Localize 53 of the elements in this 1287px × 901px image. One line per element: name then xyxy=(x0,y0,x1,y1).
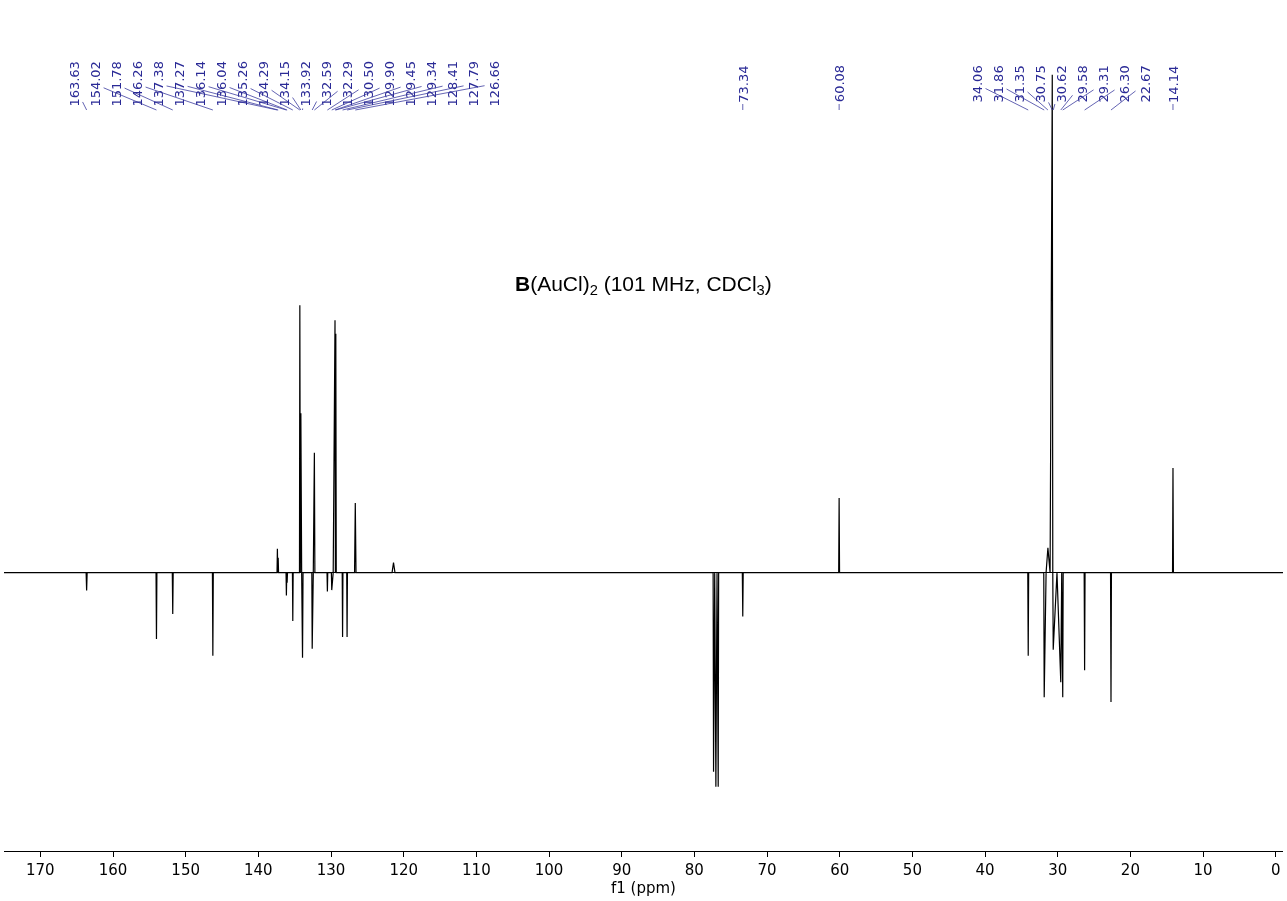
annotation: 34.06 xyxy=(969,65,985,103)
x-tick-label: 20 xyxy=(1120,861,1140,879)
text: B(AuCl)$_{2}$ (101 MHz, CDCl$_{3}$) xyxy=(515,272,772,299)
x-tick-label: 80 xyxy=(684,861,704,879)
annotation: 130.50 xyxy=(360,61,376,107)
annotation: 30.62 xyxy=(1053,65,1069,103)
x-tick-label: 60 xyxy=(830,861,850,879)
x-tick-label: 0 xyxy=(1270,861,1281,879)
annotation: 133.92 xyxy=(297,61,313,107)
annotation: 128.41 xyxy=(444,61,460,107)
annotation: 31.86 xyxy=(990,65,1006,103)
x-tick-label: 150 xyxy=(171,861,200,879)
x-tick-label: 120 xyxy=(389,861,419,879)
annotation: 134.29 xyxy=(255,61,271,107)
annotation: 26.30 xyxy=(1116,65,1132,103)
annotation: 129.34 xyxy=(423,61,439,107)
x-tick-label: 90 xyxy=(612,861,632,879)
annotation: 132.29 xyxy=(339,61,355,107)
x-tick-label: 40 xyxy=(975,861,995,879)
annotation: 137.27 xyxy=(171,61,187,107)
x-tick-label: 130 xyxy=(316,861,346,879)
annotation: 60.08 xyxy=(832,64,848,103)
x-tick-label: 10 xyxy=(1193,861,1213,879)
x-tick-label: 50 xyxy=(902,861,922,879)
annotation: 137.38 xyxy=(150,61,166,107)
annotation: 31.35 xyxy=(1011,65,1027,103)
annotation: 136.04 xyxy=(213,61,229,107)
annotation: 30.75 xyxy=(1032,65,1048,103)
x-tick-label: 170 xyxy=(26,861,55,879)
annotation: 126.66 xyxy=(486,61,502,107)
annotation: 134.15 xyxy=(276,61,292,107)
annotation: 136.14 xyxy=(192,61,208,107)
annotation: 132.59 xyxy=(318,61,334,107)
annotation: 129.45 xyxy=(402,61,418,107)
x-tick-label: 140 xyxy=(244,861,273,879)
annotation: 29.31 xyxy=(1095,65,1111,103)
annotation: 29.58 xyxy=(1074,65,1090,103)
annotation: 14.14 xyxy=(1165,65,1181,103)
annotation: 146.26 xyxy=(129,61,145,107)
x-axis-title: f1 (ppm) xyxy=(611,879,676,897)
annotation: 154.02 xyxy=(87,61,103,107)
annotation: 73.34 xyxy=(735,65,751,103)
annotation: 163.63 xyxy=(66,61,82,107)
x-tick-label: 30 xyxy=(1048,861,1068,879)
annotation: 135.26 xyxy=(234,61,250,107)
x-tick-label: 70 xyxy=(757,861,777,879)
x-tick-label: 100 xyxy=(534,861,564,879)
x-tick-label: 110 xyxy=(462,861,491,879)
x-tick-label: 160 xyxy=(98,861,128,879)
annotation: 129.90 xyxy=(381,61,397,107)
annotation: 22.67 xyxy=(1137,65,1153,103)
annotation: 127.79 xyxy=(465,61,481,107)
annotation: 151.78 xyxy=(108,61,124,107)
